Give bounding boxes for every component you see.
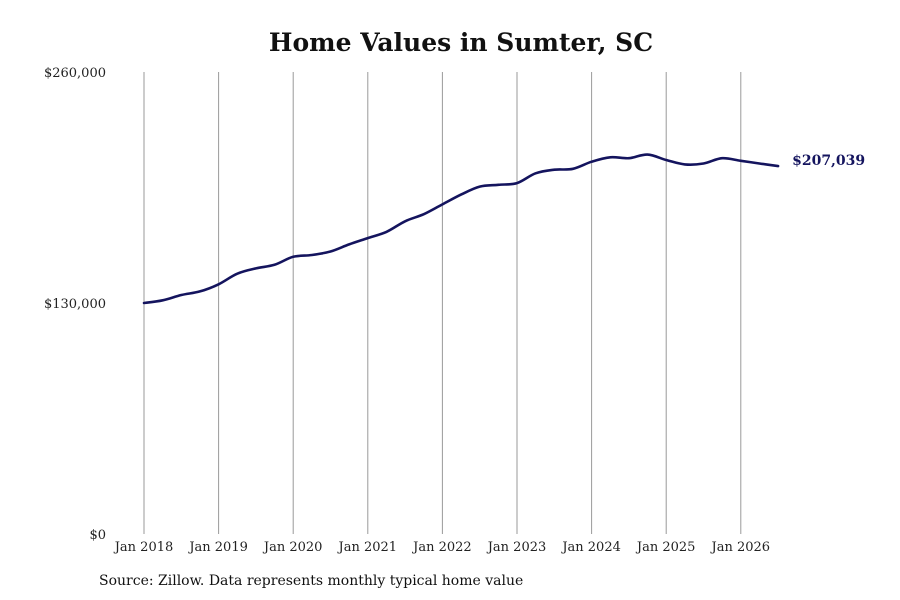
x-tick-label: Jan 2023 [486,540,547,555]
x-axis-ticks: Jan 2018 Jan 2019 Jan 2020 Jan 2021 Jan 2022… [113,540,770,555]
y-tick-label: $260,000 [44,66,106,81]
series-line-home-value [142,153,780,305]
y-axis-ticks: $0 $130,000 $260,000 [44,66,106,543]
x-tick-label: Jan 2024 [560,540,621,555]
source-note: Source: Zillow. Data represents monthly … [99,573,524,589]
end-value-label: $207,039 [792,153,865,169]
x-tick-label: Jan 2021 [337,540,398,555]
x-tick-label: Jan 2020 [262,540,323,555]
x-tick-label: Jan 2026 [710,540,771,555]
x-tick-label: Jan 2018 [113,540,174,555]
x-tick-label: Jan 2025 [635,540,696,555]
y-tick-label: $130,000 [44,297,106,312]
chart-title: Home Values in Sumter, SC [268,28,654,57]
x-tick-label: Jan 2019 [187,540,248,555]
x-tick-label: Jan 2022 [411,540,472,555]
y-tick-label: $0 [89,528,106,543]
grid-lines [143,72,742,534]
